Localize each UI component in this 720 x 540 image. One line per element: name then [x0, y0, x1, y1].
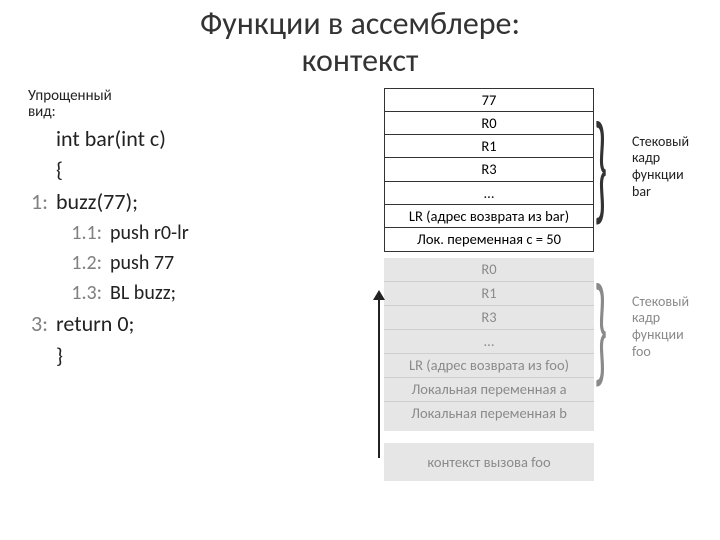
stack-foo-row: Локальная переменная b	[384, 402, 594, 425]
stack-bar-row: ...	[385, 182, 593, 205]
stack-bar-row: R3	[385, 158, 593, 181]
brace-foo-label: Стековый кадр функции foo	[632, 294, 689, 361]
sub-lines: 1.1:push r0-lr 1.2:push 77 1.3:BL buzz;	[68, 218, 348, 308]
stack-frame-bar: 77R0R1R3...LR (адрес возврата из bar)Лок…	[384, 88, 594, 252]
stack-foo-row: R3	[384, 306, 594, 330]
stack-arrow	[370, 298, 388, 458]
content-area: Упрощенный вид: int bar(int c) { 1:buzz(…	[0, 80, 720, 372]
subtitle-line-2: вид:	[28, 103, 56, 121]
stack-foo-row: Локальная переменная a	[384, 378, 594, 402]
code-num-1: 1:	[28, 186, 56, 218]
stack-foo-row: R1	[384, 282, 594, 306]
title-line-1: Функции в ассемблере:	[200, 4, 520, 43]
stack-foo-row: LR (адрес возврата из foo)	[384, 354, 594, 378]
code-line-3: return 0;	[56, 308, 134, 340]
sub-line-1: push r0-lr	[110, 218, 189, 248]
slide-title: Функции в ассемблере: контекст	[0, 0, 720, 80]
sub-line-2: push 77	[110, 248, 174, 278]
stack-bar-row: LR (адрес возврата из bar)	[385, 205, 593, 228]
arrow-head-icon	[373, 290, 385, 300]
title-line-2: контекст	[302, 41, 419, 80]
code-line-1: {	[56, 154, 63, 186]
code-num-3: 3:	[28, 308, 56, 340]
arrow-line	[378, 298, 380, 458]
subtitle-line-1: Упрощенный	[28, 87, 112, 105]
sub-num-1: 1.1:	[68, 218, 110, 248]
sub-line-3: BL buzz;	[110, 278, 176, 308]
right-column: 77R0R1R3...LR (адрес возврата из bar)Лок…	[366, 88, 708, 372]
left-column: Упрощенный вид: int bar(int c) { 1:buzz(…	[28, 88, 348, 372]
stack-foo-row: R0	[384, 258, 594, 282]
stack-bar-row: R1	[385, 135, 593, 158]
code-line-0: int bar(int c)	[56, 123, 166, 155]
stack-column: 77R0R1R3...LR (адрес возврата из bar)Лок…	[384, 88, 594, 481]
call-context-box: контекст вызова foo	[384, 443, 594, 481]
brace-bar-label: Стековый кадр функции bar	[632, 134, 689, 201]
stack-foo-row: ...	[384, 330, 594, 354]
sub-num-2: 1.2:	[68, 248, 110, 278]
subtitle: Упрощенный вид:	[28, 88, 348, 121]
code-block: int bar(int c) { 1:buzz(77); 1.1:push r0…	[28, 123, 348, 372]
stack-bar-row: 77	[385, 89, 593, 112]
stack-bar-row: Лок. переменная c = 50	[385, 228, 593, 250]
sub-num-3: 1.3:	[68, 278, 110, 308]
call-context-label: контекст вызова foo	[427, 453, 550, 471]
stack-frame-foo: R0R1R3...LR (адрес возврата из foo)Локал…	[384, 258, 594, 431]
code-line-2: buzz(77);	[56, 186, 138, 218]
stack-bar-row: R0	[385, 112, 593, 135]
code-line-4: }	[56, 340, 63, 372]
